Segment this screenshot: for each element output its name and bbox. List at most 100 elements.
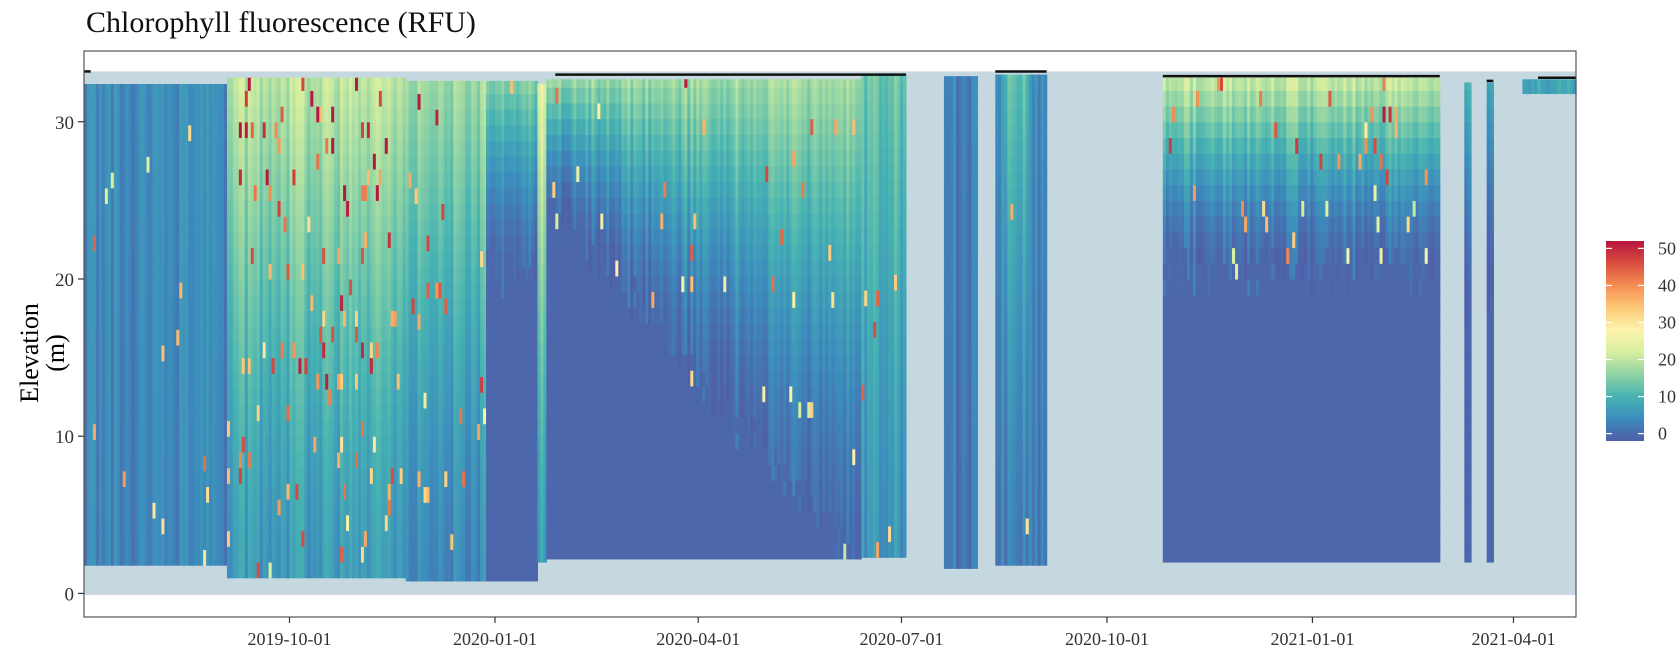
heatmap-cell bbox=[92, 109, 97, 126]
heatmap-cell bbox=[357, 499, 362, 516]
heatmap-cell bbox=[277, 467, 282, 484]
heatmap-cell bbox=[510, 313, 514, 330]
heatmap-cell bbox=[447, 140, 451, 157]
heatmap-cell bbox=[122, 549, 127, 566]
heatmap-cell bbox=[295, 514, 300, 532]
heatmap-cell bbox=[307, 357, 311, 374]
heatmap-cell bbox=[122, 455, 127, 472]
heatmap-cell bbox=[134, 455, 139, 472]
heatmap-cell bbox=[471, 203, 475, 220]
heatmap-cell bbox=[549, 322, 553, 340]
heatmap-cell bbox=[537, 499, 541, 516]
heatmap-cell bbox=[346, 200, 350, 217]
heatmap-cell bbox=[268, 373, 273, 390]
heatmap-cell bbox=[125, 329, 130, 346]
heatmap-cell bbox=[268, 137, 273, 154]
heatmap-cell bbox=[516, 376, 520, 393]
heatmap-cell bbox=[471, 376, 475, 393]
heatmap-cell bbox=[507, 234, 511, 252]
heatmap-cell bbox=[295, 483, 300, 500]
heatmap-cell bbox=[188, 533, 192, 550]
heatmap-cell bbox=[489, 297, 493, 315]
heatmap-cell bbox=[378, 357, 383, 374]
heatmap-cell bbox=[447, 282, 451, 299]
heatmap-cell bbox=[170, 345, 174, 362]
heatmap-cell bbox=[110, 455, 115, 472]
heatmap-cell bbox=[420, 533, 425, 550]
heatmap-cell bbox=[528, 187, 532, 205]
heatmap-cell bbox=[393, 420, 398, 437]
heatmap-cell bbox=[474, 376, 478, 393]
heatmap-cell bbox=[495, 172, 499, 189]
heatmap-cell bbox=[247, 404, 252, 422]
heatmap-cell bbox=[474, 565, 478, 582]
heatmap-cell bbox=[375, 77, 380, 91]
heatmap-cell bbox=[393, 561, 398, 579]
heatmap-cell bbox=[104, 297, 109, 315]
heatmap-cell bbox=[363, 514, 368, 532]
heatmap-cell bbox=[343, 530, 347, 547]
heatmap-cell bbox=[486, 470, 490, 488]
heatmap-cell bbox=[471, 407, 475, 425]
heatmap-cell bbox=[504, 234, 508, 252]
heatmap-cell bbox=[492, 282, 496, 299]
heatmap-cell bbox=[197, 533, 201, 550]
heatmap-cell bbox=[155, 376, 160, 393]
heatmap-cell bbox=[283, 389, 288, 406]
heatmap-cell bbox=[537, 278, 541, 296]
heatmap-cell bbox=[268, 216, 273, 233]
heatmap-cell bbox=[238, 499, 243, 516]
heatmap-cell bbox=[274, 514, 279, 532]
heatmap-cell bbox=[179, 234, 183, 252]
heatmap-cell bbox=[101, 455, 106, 472]
heatmap-cell bbox=[334, 326, 338, 343]
heatmap-cell bbox=[203, 156, 207, 173]
heatmap-cell bbox=[188, 455, 192, 472]
heatmap-cell bbox=[516, 124, 520, 142]
heatmap-cell bbox=[173, 219, 177, 236]
heatmap-cell bbox=[519, 517, 523, 535]
heatmap-cell bbox=[363, 310, 368, 327]
heatmap-cell bbox=[363, 200, 368, 217]
heatmap-cell bbox=[185, 266, 189, 283]
heatmap-cell bbox=[522, 140, 526, 157]
heatmap-cell bbox=[140, 172, 145, 189]
heatmap-cell bbox=[337, 546, 341, 563]
heatmap-cell bbox=[531, 439, 535, 456]
heatmap-cell bbox=[501, 360, 505, 378]
heatmap-cell bbox=[378, 373, 383, 390]
heatmap-cell bbox=[84, 423, 88, 440]
heatmap-cell bbox=[378, 106, 383, 123]
heatmap-cell bbox=[417, 250, 422, 267]
heatmap-cell bbox=[471, 392, 475, 409]
heatmap-cell bbox=[331, 561, 335, 579]
heatmap-cell bbox=[492, 313, 496, 330]
heatmap-cell bbox=[220, 84, 225, 95]
heatmap-cell bbox=[283, 420, 288, 437]
heatmap-cell bbox=[486, 345, 490, 362]
heatmap-cell bbox=[453, 486, 457, 503]
heatmap-cell bbox=[119, 109, 124, 126]
heatmap-cell bbox=[495, 565, 499, 582]
heatmap-cell bbox=[366, 200, 371, 217]
heatmap-cell bbox=[185, 124, 189, 142]
heatmap-cell bbox=[185, 423, 189, 440]
heatmap-cell bbox=[259, 153, 264, 170]
heatmap-cell bbox=[283, 483, 288, 500]
heatmap-cell bbox=[152, 156, 157, 173]
heatmap-cell bbox=[546, 102, 550, 120]
heatmap-cell bbox=[122, 93, 127, 110]
heatmap-cell bbox=[194, 345, 198, 362]
heatmap-cell bbox=[352, 121, 356, 139]
heatmap-cell bbox=[149, 407, 154, 425]
heatmap-cell bbox=[262, 389, 267, 406]
heatmap-cell bbox=[546, 165, 550, 183]
heatmap-cell bbox=[423, 203, 428, 220]
heatmap-cell bbox=[322, 389, 326, 406]
heatmap-cell bbox=[510, 219, 514, 236]
heatmap-cell bbox=[307, 216, 311, 233]
heatmap-cell bbox=[384, 341, 389, 359]
heatmap-cell bbox=[328, 357, 332, 374]
heatmap-cell bbox=[390, 200, 395, 217]
heatmap-cell bbox=[420, 423, 425, 440]
